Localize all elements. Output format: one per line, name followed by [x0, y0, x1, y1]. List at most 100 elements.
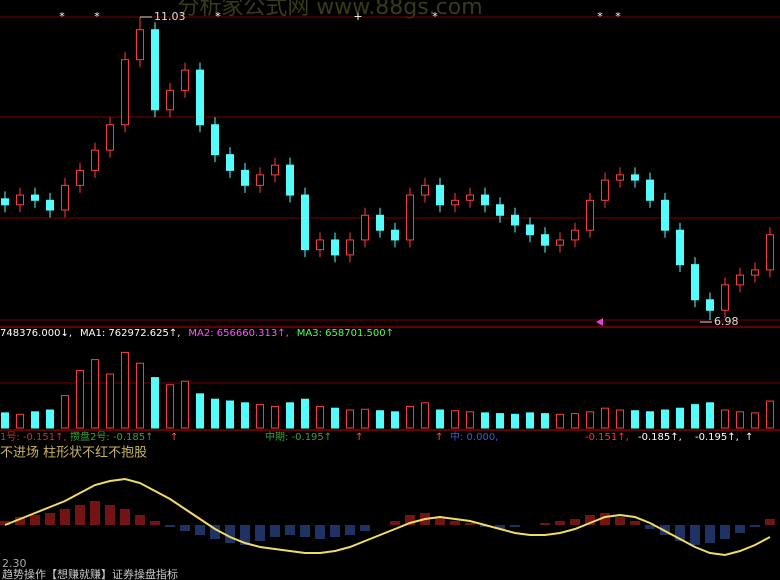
- volume-bar: [691, 404, 699, 429]
- svg-text:*: *: [215, 10, 221, 23]
- volume-bar: [556, 413, 564, 429]
- svg-text:+: +: [353, 10, 362, 23]
- svg-text:*: *: [597, 10, 603, 23]
- candle-body: [631, 174, 639, 181]
- volume-bar: [166, 384, 174, 429]
- candle-body: [136, 29, 144, 61]
- candle-body: [661, 199, 669, 231]
- candle-body: [526, 224, 534, 236]
- volume-bar: [136, 362, 144, 429]
- caption: 趋势操作【想赚就赚】证券操盘指标: [2, 567, 178, 580]
- candle-body: [721, 284, 729, 311]
- candle-body: [691, 264, 699, 301]
- candle-body: [166, 89, 174, 111]
- indicator-header: ↑: [355, 432, 363, 443]
- volume-bar: [496, 413, 504, 429]
- indicator-header: -0.185↑,: [638, 432, 682, 443]
- volume-bar: [676, 407, 684, 429]
- volume-bar: [241, 402, 249, 429]
- volume-header: MA2: 656660.313↑,: [188, 328, 288, 339]
- candle-body: [496, 204, 504, 216]
- volume-bar: [1, 412, 9, 429]
- candle-body: [736, 274, 744, 286]
- volume-bar: [256, 404, 264, 429]
- candle-body: [556, 239, 564, 246]
- candle-body: [541, 234, 549, 246]
- candle-body: [421, 184, 429, 196]
- volume-bar: [481, 412, 489, 429]
- candle-body: [286, 164, 294, 196]
- candle-body: [481, 194, 489, 206]
- volume-bar: [196, 393, 204, 429]
- volume-bar: [631, 410, 639, 429]
- volume-bar: [316, 405, 324, 429]
- volume-bar: [661, 409, 669, 429]
- volume-bar: [346, 409, 354, 429]
- candle-body: [196, 69, 204, 126]
- candle-body: [376, 214, 384, 231]
- volume-bar: [706, 402, 714, 429]
- svg-text:*: *: [432, 10, 438, 23]
- volume-bar: [301, 398, 309, 429]
- high-label: 11.03: [154, 10, 186, 23]
- volume-bar: [421, 402, 429, 429]
- volume-bar: [541, 413, 549, 429]
- indicator-note: 不进场 柱形状不红不抱股: [0, 445, 147, 461]
- volume-bar: [571, 413, 579, 429]
- indicator-header: 中期: -0.195↑: [265, 430, 332, 443]
- volume-header: MA1: 762972.625↑,: [80, 328, 180, 339]
- level-label: 2.30: [2, 557, 27, 570]
- volume-bar: [286, 402, 294, 429]
- volume-bar: [361, 408, 369, 429]
- arrow-marker: [596, 318, 603, 326]
- volume-bar: [616, 409, 624, 429]
- candle-body: [241, 169, 249, 186]
- indicator-line: [4, 477, 771, 557]
- candle-body: [211, 124, 219, 156]
- volume-bar: [226, 400, 234, 429]
- candle-body: [121, 59, 129, 126]
- volume-bar: [91, 359, 99, 429]
- svg-text:*: *: [615, 10, 621, 23]
- volume-bar: [121, 351, 129, 429]
- candle-body: [106, 124, 114, 151]
- volume-bar: [211, 398, 219, 429]
- candle-body: [226, 154, 234, 171]
- volume-header: MA3: 658701.500↑: [297, 328, 394, 339]
- volume-bar: [61, 395, 69, 429]
- volume-header: 748376.000↓,: [0, 328, 72, 339]
- volume-bar: [31, 411, 39, 429]
- candle-body: [1, 198, 9, 206]
- candle-body: [571, 229, 579, 241]
- volume-bar: [76, 369, 84, 429]
- candle-body: [391, 229, 399, 241]
- candle-body: [301, 194, 309, 251]
- volume-bar: [16, 413, 24, 429]
- indicator-header: 1号: -0.151↑,: [0, 431, 67, 443]
- candle-body: [316, 239, 324, 251]
- candle-body: [331, 239, 339, 256]
- volume-bar: [376, 410, 384, 429]
- candle-body: [646, 179, 654, 201]
- candle-body: [751, 269, 759, 276]
- candle-body: [766, 234, 774, 271]
- volume-bar: [526, 412, 534, 429]
- volume-bar: [766, 400, 774, 429]
- candle-body: [466, 194, 474, 201]
- candle-body: [406, 194, 414, 241]
- volume-bar: [436, 409, 444, 429]
- candle-body: [91, 149, 99, 171]
- candle-body: [601, 179, 609, 201]
- volume-bar: [406, 405, 414, 429]
- panel-lines: [0, 16, 780, 431]
- volume-bar: [601, 407, 609, 429]
- volume-bar: [271, 405, 279, 429]
- candle-body: [271, 164, 279, 176]
- volume-bar: [151, 377, 159, 429]
- volume-bar: [466, 411, 474, 429]
- watermark: 分析家公式网 www.88gs.com: [177, 0, 482, 20]
- svg-text:*: *: [94, 10, 100, 23]
- indicator-header: -0.151↑,: [585, 432, 629, 443]
- indicator-header: 攒盘2号: -0.185↑: [70, 430, 154, 443]
- candle-body: [76, 169, 84, 186]
